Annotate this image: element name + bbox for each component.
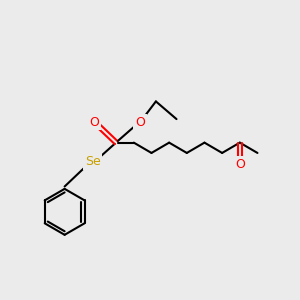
Text: Se: Se xyxy=(85,155,101,168)
Text: O: O xyxy=(135,116,145,128)
Text: O: O xyxy=(235,158,245,171)
Text: O: O xyxy=(89,116,99,128)
